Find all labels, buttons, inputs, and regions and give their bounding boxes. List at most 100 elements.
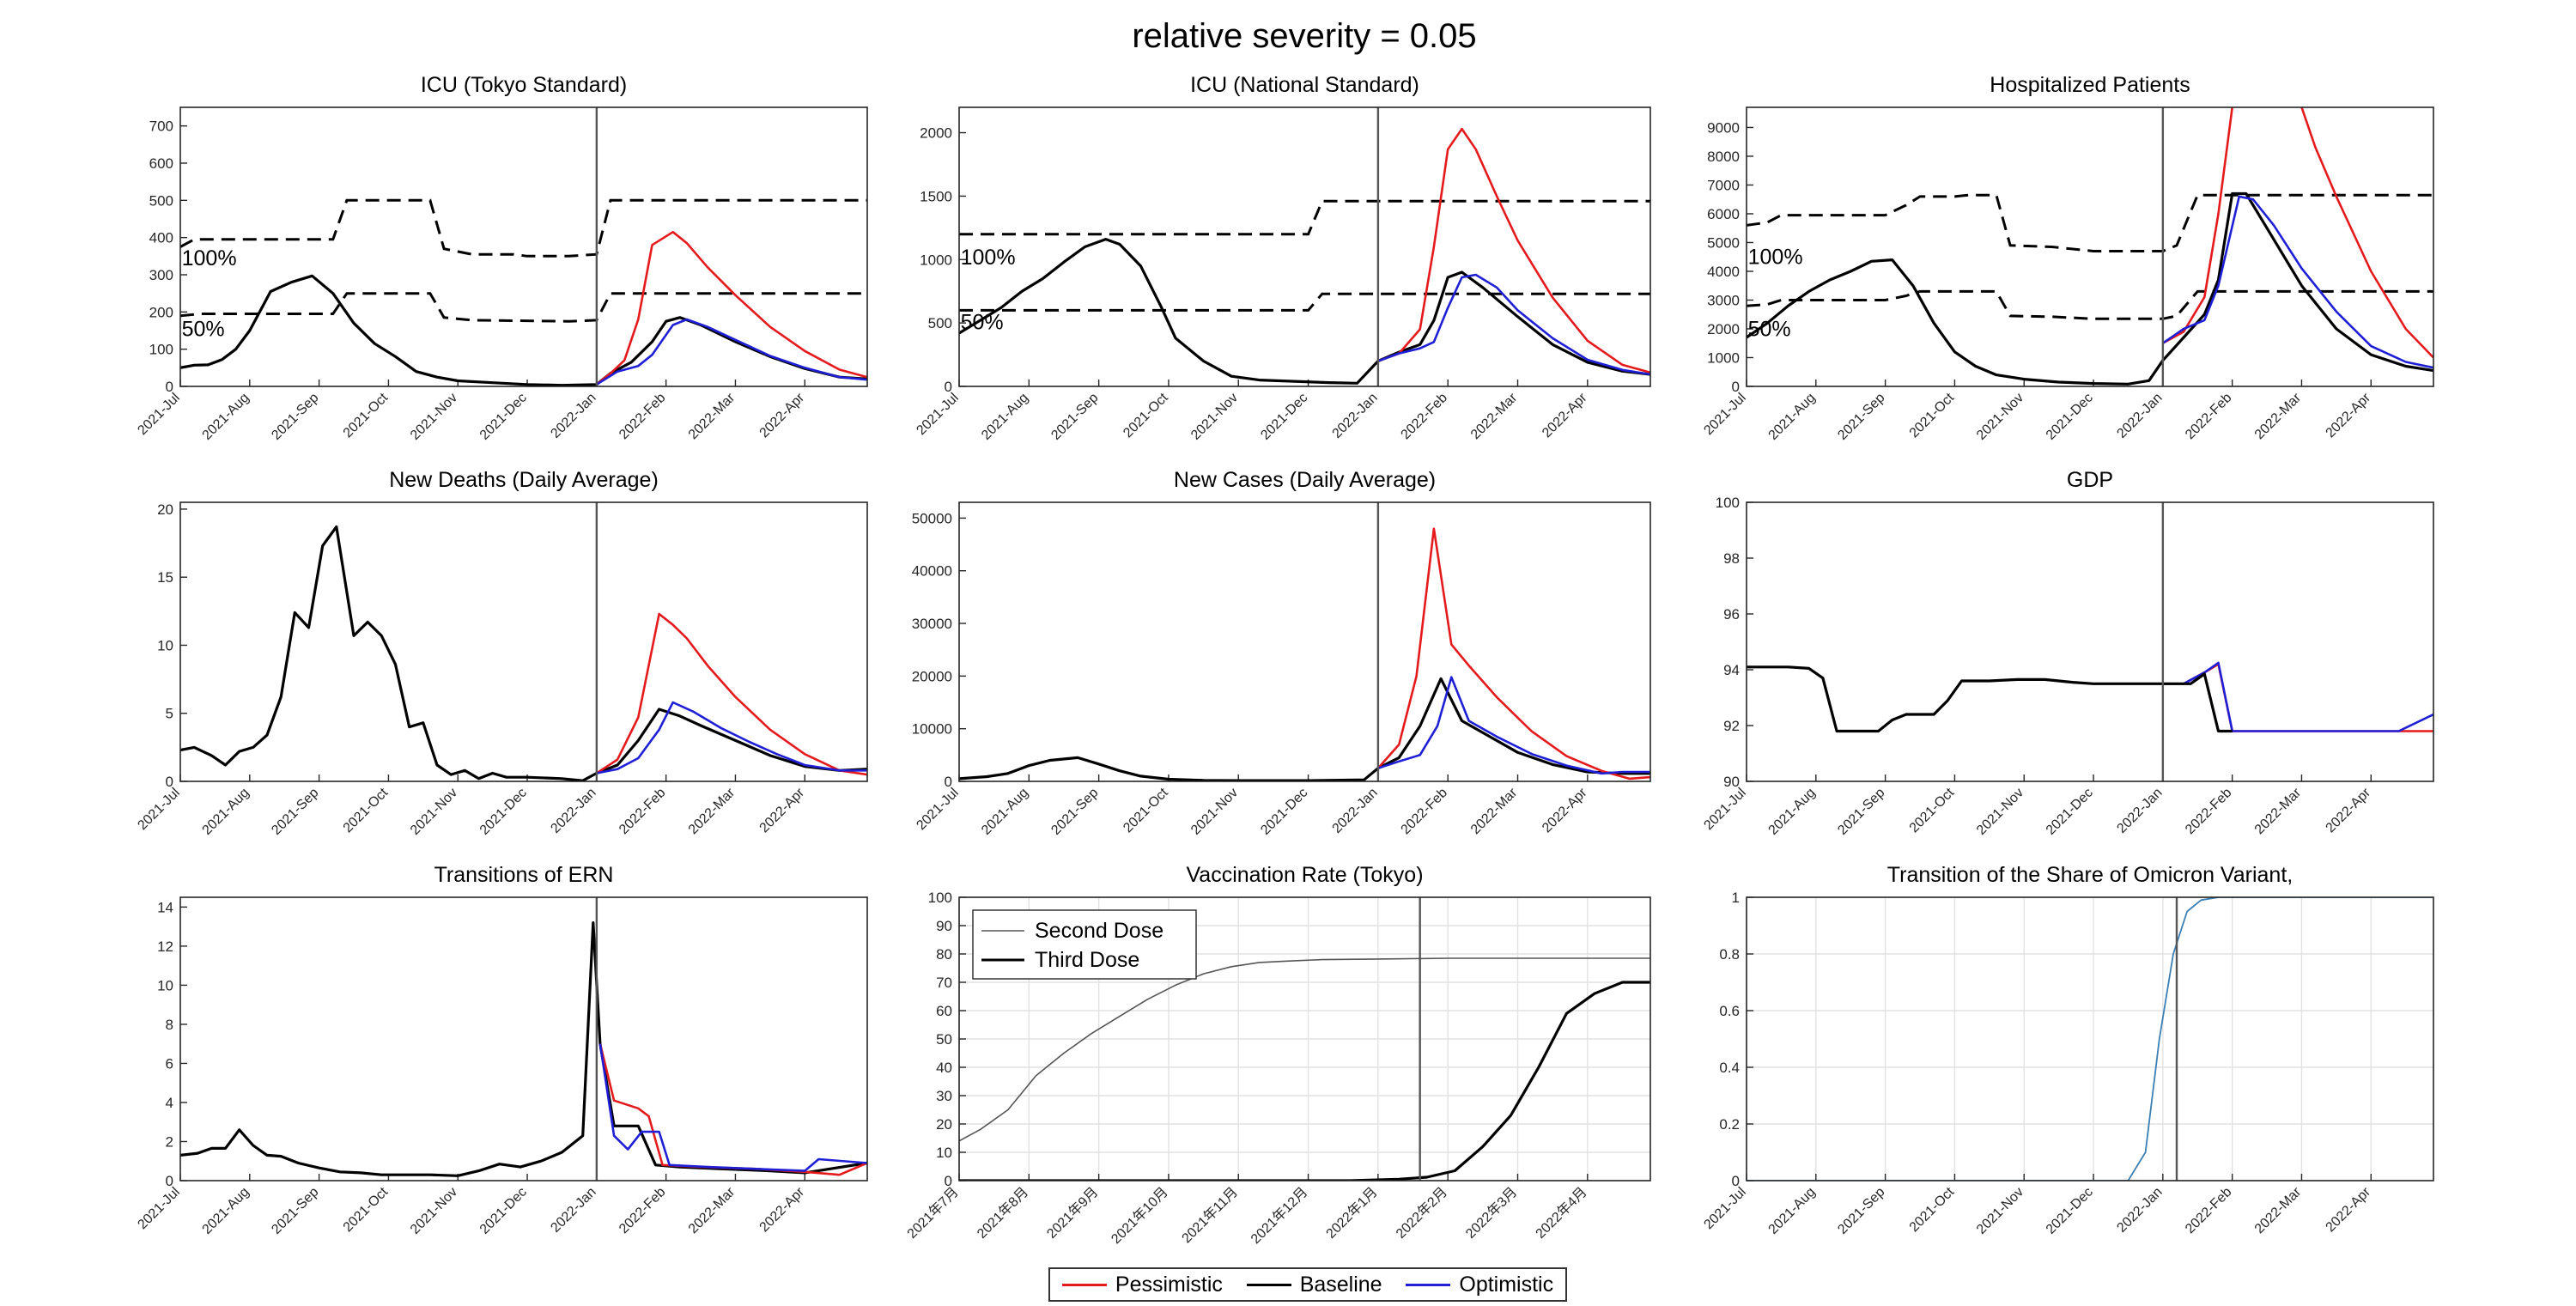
y-tick-label-0: 0	[1732, 379, 1740, 395]
y-tick-label-4: 40	[936, 1060, 952, 1076]
y-tick-label-1: 10	[936, 1145, 952, 1161]
x-tick-label-3: 2021-Oct	[1121, 785, 1171, 835]
axes-box	[1746, 896, 2434, 1181]
y-tick-label-5: 50	[936, 1031, 952, 1048]
x-tick-label-6: 2022-Jan	[548, 391, 598, 441]
chart-panel-1: ICU (Tokyo Standard) 0 100 200 300 400 500 600 7…	[135, 73, 868, 443]
plot-area	[1747, 897, 2433, 1181]
chart-title: Transitions of ERN	[434, 863, 614, 887]
x-tick-label-7: 2022-Feb	[617, 391, 669, 443]
x-tick-label-5: 2021-Dec	[2044, 1185, 2096, 1237]
chart-panel-4: New Deaths (Daily Average) 0 5 10 15 20 2021-J…	[135, 468, 868, 838]
plot-lines	[959, 957, 1650, 1181]
x-tick-label-7: 2022年2月	[1393, 1184, 1450, 1242]
y-tick-label-6: 6000	[1707, 206, 1740, 222]
series-line-baseline-0	[959, 677, 1650, 781]
x-tick-label-3: 2021-Oct	[341, 785, 392, 835]
x-tick-label-1: 2021-Aug	[1766, 1185, 1819, 1237]
x-tick-label-9: 2022-Apr	[757, 1184, 808, 1235]
y-tick-label-0: 0	[166, 1173, 173, 1189]
series-line-pessimistic-1	[596, 612, 867, 776]
x-tick-label-2: 2021年9月	[1044, 1184, 1102, 1242]
x-tick-label-5: 2021-Dec	[1258, 391, 1310, 443]
axes-box	[958, 106, 1651, 387]
x-tick-label-0: 2021-Jul	[914, 786, 961, 833]
plot-lines	[959, 127, 1650, 385]
figure-title: relative severity = 0.05	[1132, 17, 1476, 55]
y-tick-label-6: 600	[149, 155, 173, 172]
chart-panel-7: Transitions of ERN 0 2 4 6 8 10 12 14 2021-Jul 202…	[135, 863, 868, 1237]
x-tick-label-8: 2022-Mar	[1468, 390, 1521, 442]
x-tick-label-8: 2022-Mar	[686, 1184, 738, 1236]
plot-lines	[1747, 661, 2433, 733]
y-tick-label-0: 0	[166, 774, 173, 790]
x-tick-label-4: 2021-Nov	[1188, 786, 1241, 838]
x-tick-label-9: 2022-Apr	[2324, 390, 2374, 440]
x-tick-label-1: 2021-Aug	[1766, 786, 1819, 838]
y-tick-label-3: 0.6	[1719, 1003, 1740, 1019]
series-line-optimistic-2	[596, 318, 867, 386]
axes-box	[179, 106, 868, 387]
y-tick-label-5: 500	[149, 192, 173, 209]
chart-legend-box	[972, 909, 1197, 980]
x-tick-label-6: 2022-Jan	[1330, 786, 1381, 836]
chart-panel-2: ICU (National Standard) 0 500 1000 1500 2000 2…	[914, 73, 1651, 443]
annotation-label-0: 100%	[182, 246, 237, 270]
capacity-line-1	[959, 292, 1650, 312]
x-tick-label-3: 2021年10月	[1109, 1184, 1171, 1247]
annotation-label-0: 100%	[961, 246, 1016, 270]
x-tick-label-9: 2022-Apr	[1540, 390, 1590, 440]
y-tick-label-3: 1500	[920, 188, 952, 204]
x-tick-label-7: 2022-Feb	[1399, 391, 1451, 443]
y-tick-label-4: 2000	[920, 125, 952, 142]
x-tick-label-8: 2022-Mar	[686, 390, 738, 442]
series-line-optimistic-2	[1377, 676, 1650, 775]
plot-area	[180, 897, 867, 1181]
legend: Pessimistic Baseline Optimistic	[1048, 1267, 1567, 1302]
axes-box	[179, 896, 868, 1181]
series-line-pessimistic-1	[1377, 127, 1650, 374]
y-tick-label-0: 0	[945, 379, 952, 395]
y-tick-label-7: 7000	[1707, 177, 1740, 193]
x-tick-label-2: 2021-Sep	[1048, 786, 1101, 838]
y-tick-label-9: 90	[936, 918, 952, 934]
chart-title: Vaccination Rate (Tokyo)	[1186, 863, 1423, 887]
x-tick-label-4: 2021-Nov	[408, 1185, 460, 1237]
x-tick-label-7: 2022-Feb	[1399, 786, 1451, 838]
chart-legend: Second Dose Third Dose	[972, 909, 1197, 980]
plot-area	[959, 502, 1650, 781]
capacity-line-1	[180, 292, 867, 323]
x-tick-label-2: 2021-Sep	[269, 786, 321, 838]
x-tick-label-0: 2021-Jul	[914, 391, 961, 438]
chart-title: New Cases (Daily Average)	[1174, 468, 1436, 492]
x-tick-label-8: 2022年3月	[1463, 1184, 1521, 1242]
x-tick-label-5: 2021-Dec	[2044, 786, 2096, 838]
series-line-baseline-0	[180, 920, 867, 1177]
series-line-third-dose-1	[959, 981, 1650, 1181]
x-tick-label-1: 2021年8月	[974, 1184, 1031, 1242]
chart-panel-8: Vaccination Rate (Tokyo) 0 10 20 30 40 50 60 70 8…	[904, 863, 1651, 1247]
x-tick-label-6: 2022-Jan	[2114, 1185, 2165, 1236]
legend-label-optimistic: Optimistic	[1459, 1272, 1554, 1297]
y-tick-label-5: 50000	[912, 510, 952, 526]
legend-label-baseline: Baseline	[1299, 1272, 1382, 1297]
y-tick-label-3: 300	[149, 267, 173, 283]
y-tick-label-7: 70	[936, 975, 952, 991]
x-tick-label-8: 2022-Mar	[2252, 1184, 2305, 1236]
y-tick-label-7: 700	[149, 118, 173, 135]
x-tick-label-2: 2021-Sep	[269, 391, 321, 443]
y-tick-label-4: 400	[149, 230, 173, 246]
x-tick-label-0: 2021-Jul	[1701, 391, 1748, 438]
legend-item-pessimistic: Pessimistic	[1061, 1272, 1223, 1297]
x-tick-label-3: 2021-Oct	[1121, 390, 1171, 440]
axes-box	[179, 501, 868, 782]
x-tick-label-6: 2022-Jan	[548, 1185, 598, 1236]
y-tick-label-2: 1000	[920, 252, 952, 268]
x-tick-label-1: 2021-Aug	[979, 391, 1031, 443]
y-tick-label-1: 0.2	[1719, 1116, 1740, 1133]
legend-label-pessimistic: Pessimistic	[1115, 1272, 1223, 1297]
chart-title: Hospitalized Patients	[1990, 73, 2190, 97]
x-tick-label-4: 2021-Nov	[408, 391, 460, 443]
x-tick-label-5: 2021年12月	[1248, 1184, 1310, 1247]
y-tick-label-5: 5000	[1707, 234, 1740, 251]
